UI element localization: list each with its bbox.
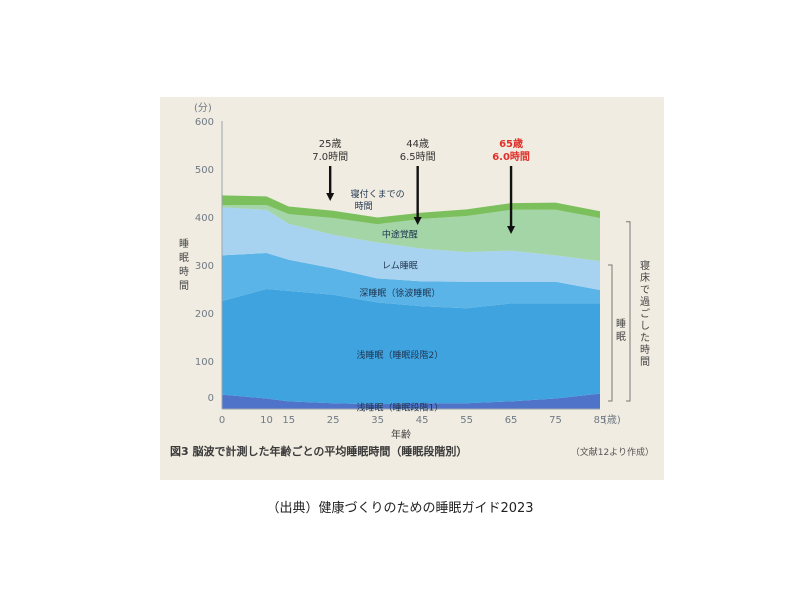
annotation-arrow-head [326, 193, 335, 201]
x-unit-label: (歳) [603, 414, 621, 426]
annotation-age: 25歳 [319, 138, 342, 150]
y-tick-label: 100 [195, 357, 214, 368]
y-tick-label: 500 [195, 165, 214, 176]
chart-title: 図3 脳波で計測した年齢ごとの平均睡眠時間（睡眠段階別） [170, 444, 467, 458]
annotation-hours: 6.0時間 [492, 150, 530, 163]
annotation-arrow-head [507, 226, 516, 234]
in-bed-bracket-label-char: 床 [640, 271, 650, 284]
series-label: 浅睡眠（睡眠段階2） [357, 349, 444, 361]
x-tick-label: 65 [505, 415, 518, 426]
sleep-bracket [608, 264, 613, 402]
x-tick-label: 10 [260, 415, 273, 426]
in-bed-bracket-label-char: 過 [640, 296, 650, 308]
area-series-4 [222, 205, 600, 262]
x-axis-title: 年齢 [391, 428, 411, 441]
series-label: 寝付くまでの [351, 188, 405, 200]
y-axis-title-char: 睡 [179, 237, 189, 250]
y-unit-label: (分) [194, 102, 212, 114]
x-tick-label: 35 [371, 415, 384, 426]
y-tick-label: 0 [208, 393, 214, 404]
in-bed-bracket-label-char: た [640, 332, 650, 344]
in-bed-bracket-label-char: し [640, 320, 650, 332]
x-tick-label: 45 [416, 415, 429, 426]
x-tick-label: 25 [327, 415, 340, 426]
area-series-5 [222, 195, 600, 225]
area-series-0 [222, 393, 600, 409]
series-label: レム睡眠 [382, 259, 418, 271]
area-series-3 [222, 207, 600, 290]
y-axis-title-char: 時 [179, 266, 189, 278]
in-bed-bracket-label-char: 間 [640, 356, 650, 368]
annotation-hours: 6.5時間 [400, 151, 436, 163]
chart-source-note: （文献12より作成） [571, 446, 654, 458]
series-label: 中途覚醒 [382, 229, 418, 241]
x-tick-label: 85 [594, 415, 607, 426]
in-bed-bracket-label-char: で [640, 285, 650, 296]
annotation-arrow-head [413, 217, 422, 225]
y-axis-title-char: 眠 [179, 252, 189, 264]
x-tick-label: 75 [549, 415, 562, 426]
x-tick-label: 15 [282, 415, 295, 426]
annotation-hours: 7.0時間 [312, 151, 348, 163]
in-bed-bracket-label-char: 時 [640, 344, 650, 356]
sleep-bracket-label-char: 睡 [616, 317, 626, 330]
annotation-age: 65歳 [499, 137, 523, 150]
y-tick-label: 300 [195, 261, 214, 272]
annotation-age: 44歳 [406, 138, 429, 150]
y-tick-label: 200 [195, 309, 214, 320]
chart-figure: 0 100 200 300 400 500 600 (分) 睡眠時間 0 10 15 25 35 45 55 6… [160, 97, 664, 480]
y-axis-title-char: 間 [179, 280, 189, 292]
area-series-1 [222, 289, 600, 405]
in-bed-bracket-label-char: 寝 [640, 259, 650, 272]
x-tick-label: 0 [219, 415, 225, 426]
y-tick-label: 600 [195, 117, 214, 128]
sleep-bracket-label-char: 眠 [616, 331, 626, 343]
in-bed-bracket-label-char: ご [640, 307, 650, 320]
x-tick-label: 55 [460, 415, 473, 426]
in-bed-bracket [626, 221, 631, 402]
source-caption: （出典）健康づくりのための睡眠ガイド2023 [266, 501, 534, 516]
y-tick-label: 400 [195, 213, 214, 224]
series-label: 時間 [355, 201, 373, 212]
series-label: 深睡眠（徐波睡眠） [359, 287, 440, 299]
series-label: 浅睡眠（睡眠段階1） [357, 401, 444, 413]
